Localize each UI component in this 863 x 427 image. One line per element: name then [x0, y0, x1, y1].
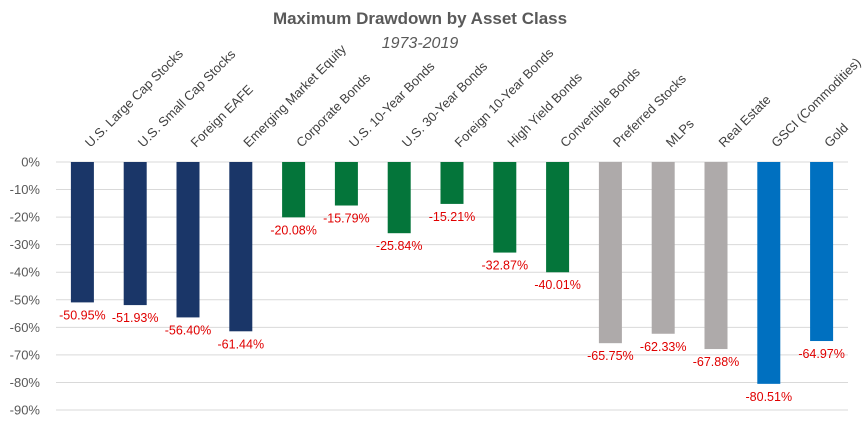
category-label: Gold	[821, 120, 851, 150]
data-label: -62.33%	[640, 340, 687, 354]
bar	[493, 162, 517, 253]
y-tick-label: -20%	[10, 210, 41, 225]
data-label: -61.44%	[218, 337, 265, 351]
data-label: -25.84%	[376, 239, 423, 253]
y-tick-label: -80%	[10, 375, 41, 390]
y-tick-label: -50%	[10, 292, 41, 307]
bar	[440, 162, 464, 204]
category-label: U.S. Large Cap Stocks	[82, 46, 186, 150]
y-tick-label: -60%	[10, 320, 41, 335]
y-tick-label: -90%	[10, 403, 41, 418]
data-label: -56.40%	[165, 323, 212, 337]
bar	[387, 162, 411, 234]
data-label: -50.95%	[59, 308, 106, 322]
bar	[282, 162, 306, 218]
data-labels: -50.95% -51.93% -56.40% -61.44% -20.08% -15.7…	[59, 210, 845, 404]
bar	[757, 162, 781, 384]
y-axis: 0% -10% -20% -30% -40% -50% -60% -70% -80% -90%	[10, 155, 41, 418]
y-tick-label: -70%	[10, 347, 41, 362]
bar	[546, 162, 570, 273]
data-label: -67.88%	[693, 355, 740, 369]
category-label: U.S. Small Cap Stocks	[135, 46, 239, 150]
data-label: -15.21%	[429, 210, 476, 224]
bar	[598, 162, 622, 344]
y-tick-label: -10%	[10, 182, 41, 197]
data-label: -65.75%	[587, 349, 634, 363]
data-label: -64.97%	[798, 347, 845, 361]
data-label: -51.93%	[112, 311, 159, 325]
y-tick-label: -30%	[10, 237, 41, 252]
bars	[70, 162, 834, 384]
data-label: -80.51%	[746, 390, 793, 404]
bar	[176, 162, 200, 318]
y-tick-label: -40%	[10, 265, 41, 280]
chart-subtitle: 1973-2019	[382, 35, 459, 52]
bar	[810, 162, 834, 342]
bar	[70, 162, 94, 303]
data-label: -15.79%	[323, 212, 370, 226]
chart-title: Maximum Drawdown by Asset Class	[273, 9, 567, 28]
category-label: Emerging Market Equity	[240, 41, 349, 150]
y-tick-label: 0%	[21, 155, 40, 170]
category-label: Real Estate	[716, 92, 774, 150]
bar	[229, 162, 253, 332]
category-label: Foreign 10-Year Bonds	[452, 45, 557, 150]
bar	[334, 162, 358, 206]
data-label: -40.01%	[534, 278, 581, 292]
bar	[651, 162, 675, 334]
category-label: GSCI (Commodities)	[768, 55, 863, 150]
bar	[123, 162, 147, 306]
data-label: -20.08%	[270, 223, 317, 237]
data-label: -32.87%	[482, 259, 529, 273]
bar	[704, 162, 728, 350]
category-label: MLPs	[663, 116, 697, 150]
